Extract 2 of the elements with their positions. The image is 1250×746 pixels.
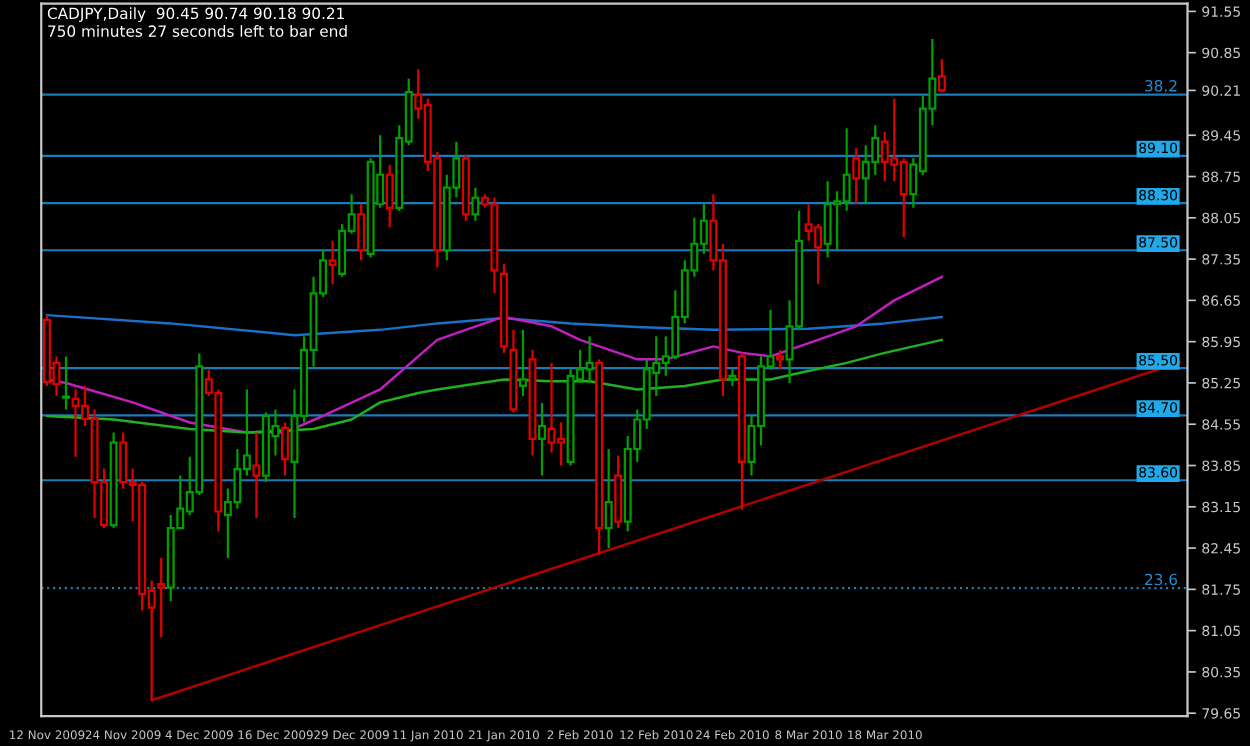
line-series: [45, 338, 944, 434]
line-series: [45, 313, 944, 337]
